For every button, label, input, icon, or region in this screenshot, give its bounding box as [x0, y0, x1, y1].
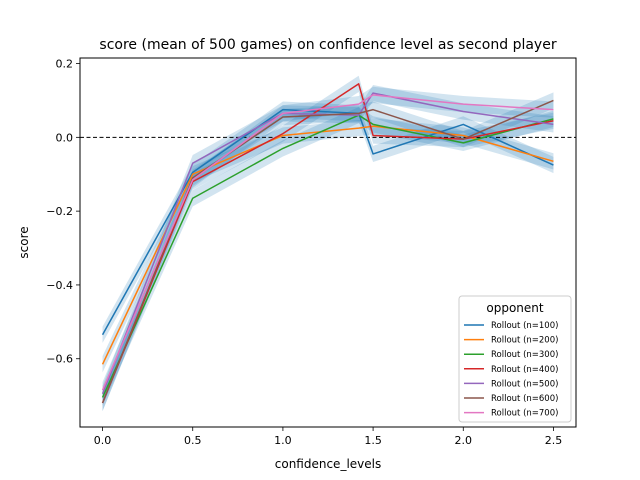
- confidence-band-5: [102, 84, 554, 402]
- legend-title: opponent: [486, 301, 544, 315]
- legend-label-7: Rollout (n=700): [491, 409, 558, 419]
- legend-items: Rollout (n=100) Rollout (n=200) Rollout (n…: [464, 321, 558, 419]
- legend-label-1: Rollout (n=100): [491, 321, 558, 331]
- legend-label-3: Rollout (n=300): [491, 350, 558, 360]
- y-tick-label: 0.2: [56, 58, 74, 71]
- x-tick-label: 2.0: [455, 434, 473, 447]
- y-tick-label: 0.0: [56, 131, 74, 144]
- legend-label-6: Rollout (n=600): [491, 394, 558, 404]
- plot-frame: [79, 57, 577, 428]
- y-tick-label: −0.6: [46, 353, 73, 366]
- x-tick-label: 0.0: [94, 434, 112, 447]
- confidence-band-3: [102, 107, 554, 406]
- x-tick-label: 2.5: [545, 434, 563, 447]
- legend-label-4: Rollout (n=400): [491, 365, 558, 375]
- y-tick-label: −0.2: [46, 205, 73, 218]
- y-axis-label: score: [17, 226, 31, 258]
- confidence-band-6: [102, 92, 554, 412]
- x-tick-label: 0.5: [184, 434, 202, 447]
- series-line-2: [101, 125, 554, 365]
- series-line-6: [101, 99, 554, 404]
- x-axis-label: confidence_levels: [275, 457, 381, 471]
- series-lines: [101, 83, 554, 404]
- x-axis-ticks: 0.0 0.5 1.0 1.5 2.0 2.5: [94, 427, 562, 447]
- legend-box: [458, 295, 572, 423]
- chart-title: score (mean of 500 games) on confidence …: [99, 37, 556, 53]
- legend-label-5: Rollout (n=500): [491, 379, 558, 389]
- legend-label-2: Rollout (n=200): [491, 336, 558, 346]
- series-line-7: [101, 94, 554, 391]
- x-tick-label: 1.5: [364, 434, 382, 447]
- legend: opponent Rollout (n=100)Rollout (n=200)R…: [458, 295, 572, 423]
- x-tick-label: 1.0: [274, 434, 292, 447]
- y-axis-ticks: −0.6 −0.4 −0.2 0.0 0.2: [46, 58, 80, 366]
- y-tick-label: −0.4: [46, 279, 73, 292]
- confidence-band-2: [102, 118, 554, 373]
- series-line-5: [101, 92, 554, 395]
